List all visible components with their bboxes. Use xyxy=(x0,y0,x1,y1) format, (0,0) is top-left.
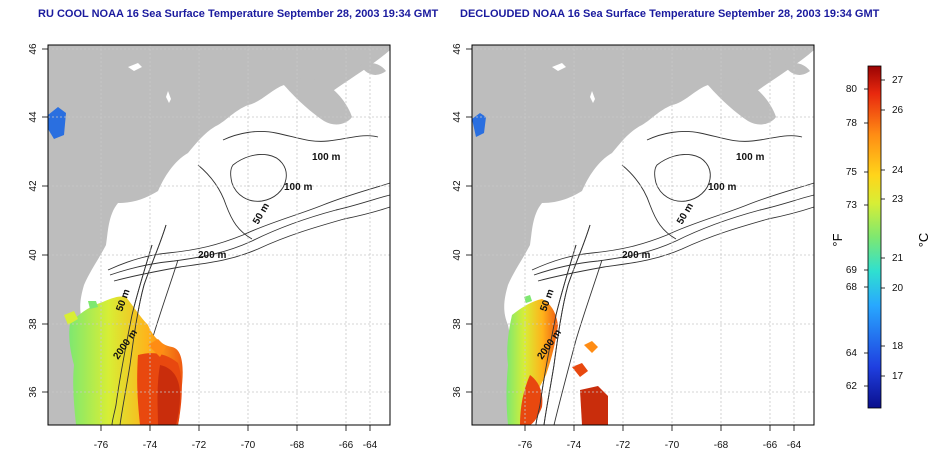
cbar-f-tick-4: 73 xyxy=(846,200,858,211)
right-x-tick-1: -76 xyxy=(518,440,533,451)
cbar-c-tick-2: 26 xyxy=(892,105,904,116)
left-x-tick-4: -70 xyxy=(241,440,256,451)
cbar-c-tick-3: 24 xyxy=(892,165,904,176)
right-y-tick-3: 40 xyxy=(452,249,463,261)
left-x-tick-3: -72 xyxy=(192,440,207,451)
left-contour-label-1: 100 m xyxy=(312,152,340,163)
left-map-title: RU COOL NOAA 16 Sea Surface Temperature … xyxy=(38,8,439,20)
right-x-tick-4: -70 xyxy=(665,440,680,451)
cbar-f-tick-2: 78 xyxy=(846,118,858,129)
left-y-tick-2: 38 xyxy=(28,318,39,330)
right-contour-label-2: 100 m xyxy=(708,182,736,193)
cbar-c-tick-4: 23 xyxy=(892,194,904,205)
right-sst-patch xyxy=(506,299,558,425)
left-y-tick-4: 42 xyxy=(28,180,39,192)
cbar-f-tick-5: 69 xyxy=(846,265,858,276)
right-x-tick-7: -64 xyxy=(787,440,802,451)
right-contour-label-1: 100 m xyxy=(736,152,764,163)
left-x-tick-2: -74 xyxy=(143,440,158,451)
cbar-c-tick-7: 18 xyxy=(892,341,904,352)
right-y-tick-5: 44 xyxy=(452,111,463,123)
left-map-panel: 100 m 100 m 50 m 200 m 50 m 2000 m -76 -… xyxy=(28,43,391,451)
cbar-c-tick-6: 20 xyxy=(892,283,904,294)
left-y-tick-3: 40 xyxy=(28,249,39,261)
left-map-frame xyxy=(47,44,391,426)
right-x-tick-6: -66 xyxy=(763,440,778,451)
right-y-tick-1: 36 xyxy=(452,386,463,398)
left-x-tick-5: -68 xyxy=(290,440,305,451)
left-x-tick-1: -76 xyxy=(94,440,109,451)
cbar-f-tick-6: 68 xyxy=(846,282,858,293)
right-y-tick-2: 38 xyxy=(452,318,463,330)
cbar-f-tick-8: 62 xyxy=(846,381,858,392)
right-map-title: DECLOUDED NOAA 16 Sea Surface Temperatur… xyxy=(460,8,880,20)
right-x-tick-3: -72 xyxy=(616,440,631,451)
left-contour-label-2: 100 m xyxy=(284,182,312,193)
left-y-tick-5: 44 xyxy=(28,111,39,123)
left-x-tick-6: -66 xyxy=(339,440,354,451)
right-x-tick-5: -68 xyxy=(714,440,729,451)
cbar-f-tick-3: 75 xyxy=(846,167,858,178)
right-y-tick-6: 46 xyxy=(452,43,463,55)
cbar-f-tick-7: 64 xyxy=(846,348,858,359)
left-y-tick-6: 46 xyxy=(28,43,39,55)
left-gridlines xyxy=(42,45,390,431)
cbar-c-tick-1: 27 xyxy=(892,75,904,86)
right-gridlines xyxy=(466,45,814,431)
cbar-celsius-label: °C xyxy=(916,233,931,248)
cbar-c-tick-5: 21 xyxy=(892,253,904,264)
right-map-frame xyxy=(471,44,815,426)
cbar-fahrenheit-label: °F xyxy=(830,233,845,246)
left-map-canvas xyxy=(47,44,391,426)
left-x-tick-7: -64 xyxy=(363,440,378,451)
cbar-f-tick-1: 80 xyxy=(846,84,858,95)
colorbar: 80 78 75 73 69 68 64 62 27 26 24 23 21 2… xyxy=(830,65,931,409)
cbar-c-tick-8: 17 xyxy=(892,371,904,382)
right-contour-label-4: 200 m xyxy=(622,250,650,261)
right-map-canvas xyxy=(471,44,815,426)
right-map-panel: 100 m 100 m 50 m 200 m 50 m 2000 m -76 -… xyxy=(452,43,815,451)
colorbar-gradient xyxy=(867,65,882,409)
right-x-tick-2: -74 xyxy=(567,440,582,451)
left-contour-label-4: 200 m xyxy=(198,250,226,261)
left-y-tick-1: 36 xyxy=(28,386,39,398)
right-y-tick-4: 42 xyxy=(452,180,463,192)
